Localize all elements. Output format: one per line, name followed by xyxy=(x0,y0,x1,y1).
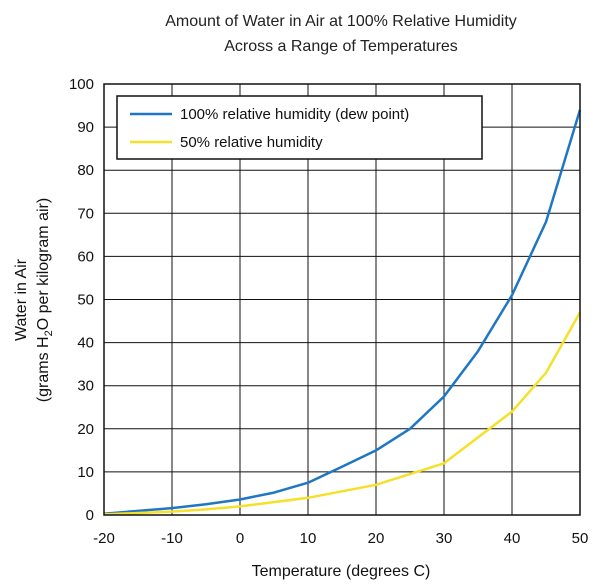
y-axis-label-line1-group: Water in Air xyxy=(13,258,30,341)
x-tick-label: 0 xyxy=(236,530,244,547)
x-tick-labels: -20 -10 0 10 20 30 40 50 xyxy=(93,530,588,547)
series-lines xyxy=(103,109,582,516)
y-tick-label: 50 xyxy=(77,292,94,309)
x-tick-label: -10 xyxy=(161,530,183,547)
legend: 100% relative humidity (dew point) 50% r… xyxy=(116,95,483,160)
series-line-1 xyxy=(103,311,582,516)
plot-frame xyxy=(103,83,581,516)
legend-box xyxy=(116,95,483,160)
y-tick-label: 80 xyxy=(77,162,94,179)
y-tick-label: 10 xyxy=(77,464,94,481)
legend-label-dew-point: 100% relative humidity (dew point) xyxy=(180,106,409,123)
x-tick-label: -20 xyxy=(93,530,115,547)
x-axis-label: Temperature (degrees C) xyxy=(252,563,431,580)
legend-label-50-percent: 50% relative humidity xyxy=(180,134,323,151)
y-tick-label: 90 xyxy=(77,119,94,136)
chart-title: Amount of Water in Air at 100% Relative … xyxy=(165,13,517,30)
x-tick-label: 50 xyxy=(572,530,589,547)
y-tick-label: 100 xyxy=(69,76,94,93)
y-tick-label: 60 xyxy=(77,248,94,265)
series-line-0 xyxy=(103,109,582,515)
y-tick-label: 30 xyxy=(77,378,94,395)
y-tick-label: 0 xyxy=(86,507,94,524)
y-axis-label: Water in Air xyxy=(13,258,30,341)
x-tick-label: 10 xyxy=(300,530,317,547)
y-tick-label: 40 xyxy=(77,335,94,352)
y-tick-label: 70 xyxy=(77,205,94,222)
grid xyxy=(104,84,580,515)
y-tick-labels: 0 10 20 30 40 50 60 70 80 90 100 xyxy=(69,76,94,524)
y-tick-label: 20 xyxy=(77,421,94,438)
y-axis-label-line2-group: (grams H2O per kilogram air) xyxy=(35,198,55,402)
x-tick-label: 20 xyxy=(368,530,385,547)
x-tick-label: 40 xyxy=(504,530,521,547)
x-tick-label: 30 xyxy=(436,530,453,547)
y-axis-label-units: (grams H2O per kilogram air) xyxy=(35,198,55,402)
chart-subtitle: Across a Range of Temperatures xyxy=(224,38,458,55)
